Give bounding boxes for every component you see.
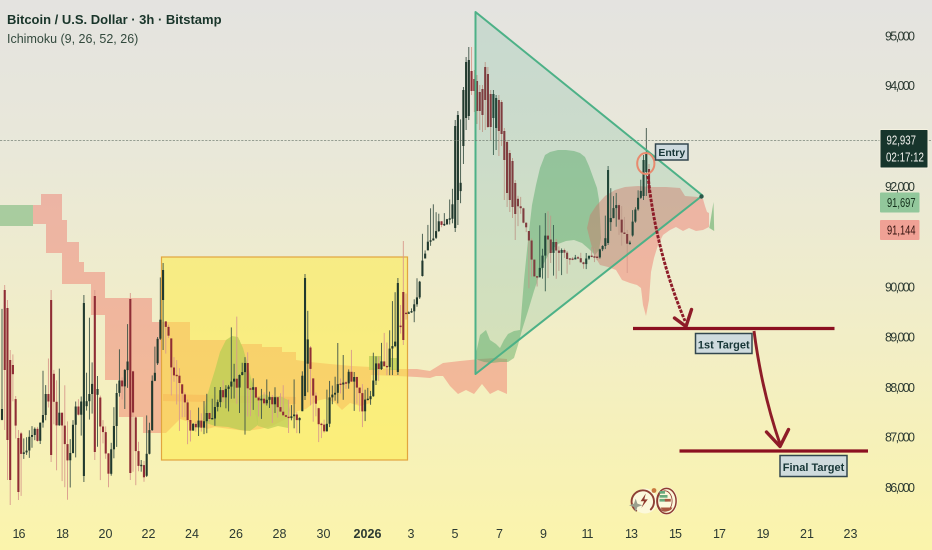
svg-text:23: 23 — [844, 527, 858, 541]
svg-text:11: 11 — [582, 527, 594, 541]
svg-text:91,144: 91,144 — [887, 224, 916, 238]
svg-text:92,000: 92,000 — [885, 180, 915, 194]
svg-text:86,000: 86,000 — [885, 481, 915, 495]
svg-text:02:17:12: 02:17:12 — [886, 151, 924, 165]
svg-text:21: 21 — [800, 527, 814, 541]
svg-text:28: 28 — [273, 527, 287, 541]
svg-text:19: 19 — [757, 527, 770, 541]
svg-text:3: 3 — [408, 527, 415, 541]
svg-text:17: 17 — [713, 527, 726, 541]
svg-text:22: 22 — [142, 527, 156, 541]
svg-text:Ichimoku (9, 26, 52, 26): Ichimoku (9, 26, 52, 26) — [7, 32, 138, 46]
svg-text:30: 30 — [317, 527, 331, 541]
svg-text:5: 5 — [452, 527, 459, 541]
svg-text:26: 26 — [229, 527, 243, 541]
svg-text:94,000: 94,000 — [885, 79, 915, 93]
svg-text:Bitcoin / U.S. Dollar · 3h · B: Bitcoin / U.S. Dollar · 3h · Bitstamp — [7, 12, 222, 27]
svg-text:15: 15 — [669, 527, 682, 541]
svg-text:88,000: 88,000 — [885, 381, 915, 395]
svg-text:2026: 2026 — [354, 527, 382, 541]
svg-text:9: 9 — [540, 527, 547, 541]
svg-text:89,000: 89,000 — [885, 331, 915, 345]
svg-text:95,000: 95,000 — [885, 29, 915, 43]
svg-text:13: 13 — [625, 527, 638, 541]
svg-text:7: 7 — [496, 527, 503, 541]
svg-text:87,000: 87,000 — [885, 431, 915, 445]
svg-text:Final Target: Final Target — [783, 462, 845, 474]
svg-text:91,697: 91,697 — [887, 196, 916, 210]
svg-text:Entry: Entry — [658, 147, 685, 159]
svg-text:1st Target: 1st Target — [698, 340, 750, 352]
svg-text:18: 18 — [56, 527, 69, 541]
svg-text:20: 20 — [99, 527, 113, 541]
svg-text:16: 16 — [13, 527, 26, 541]
svg-text:92,937: 92,937 — [887, 134, 917, 148]
svg-text:24: 24 — [185, 527, 199, 541]
svg-text:90,000: 90,000 — [885, 280, 915, 294]
